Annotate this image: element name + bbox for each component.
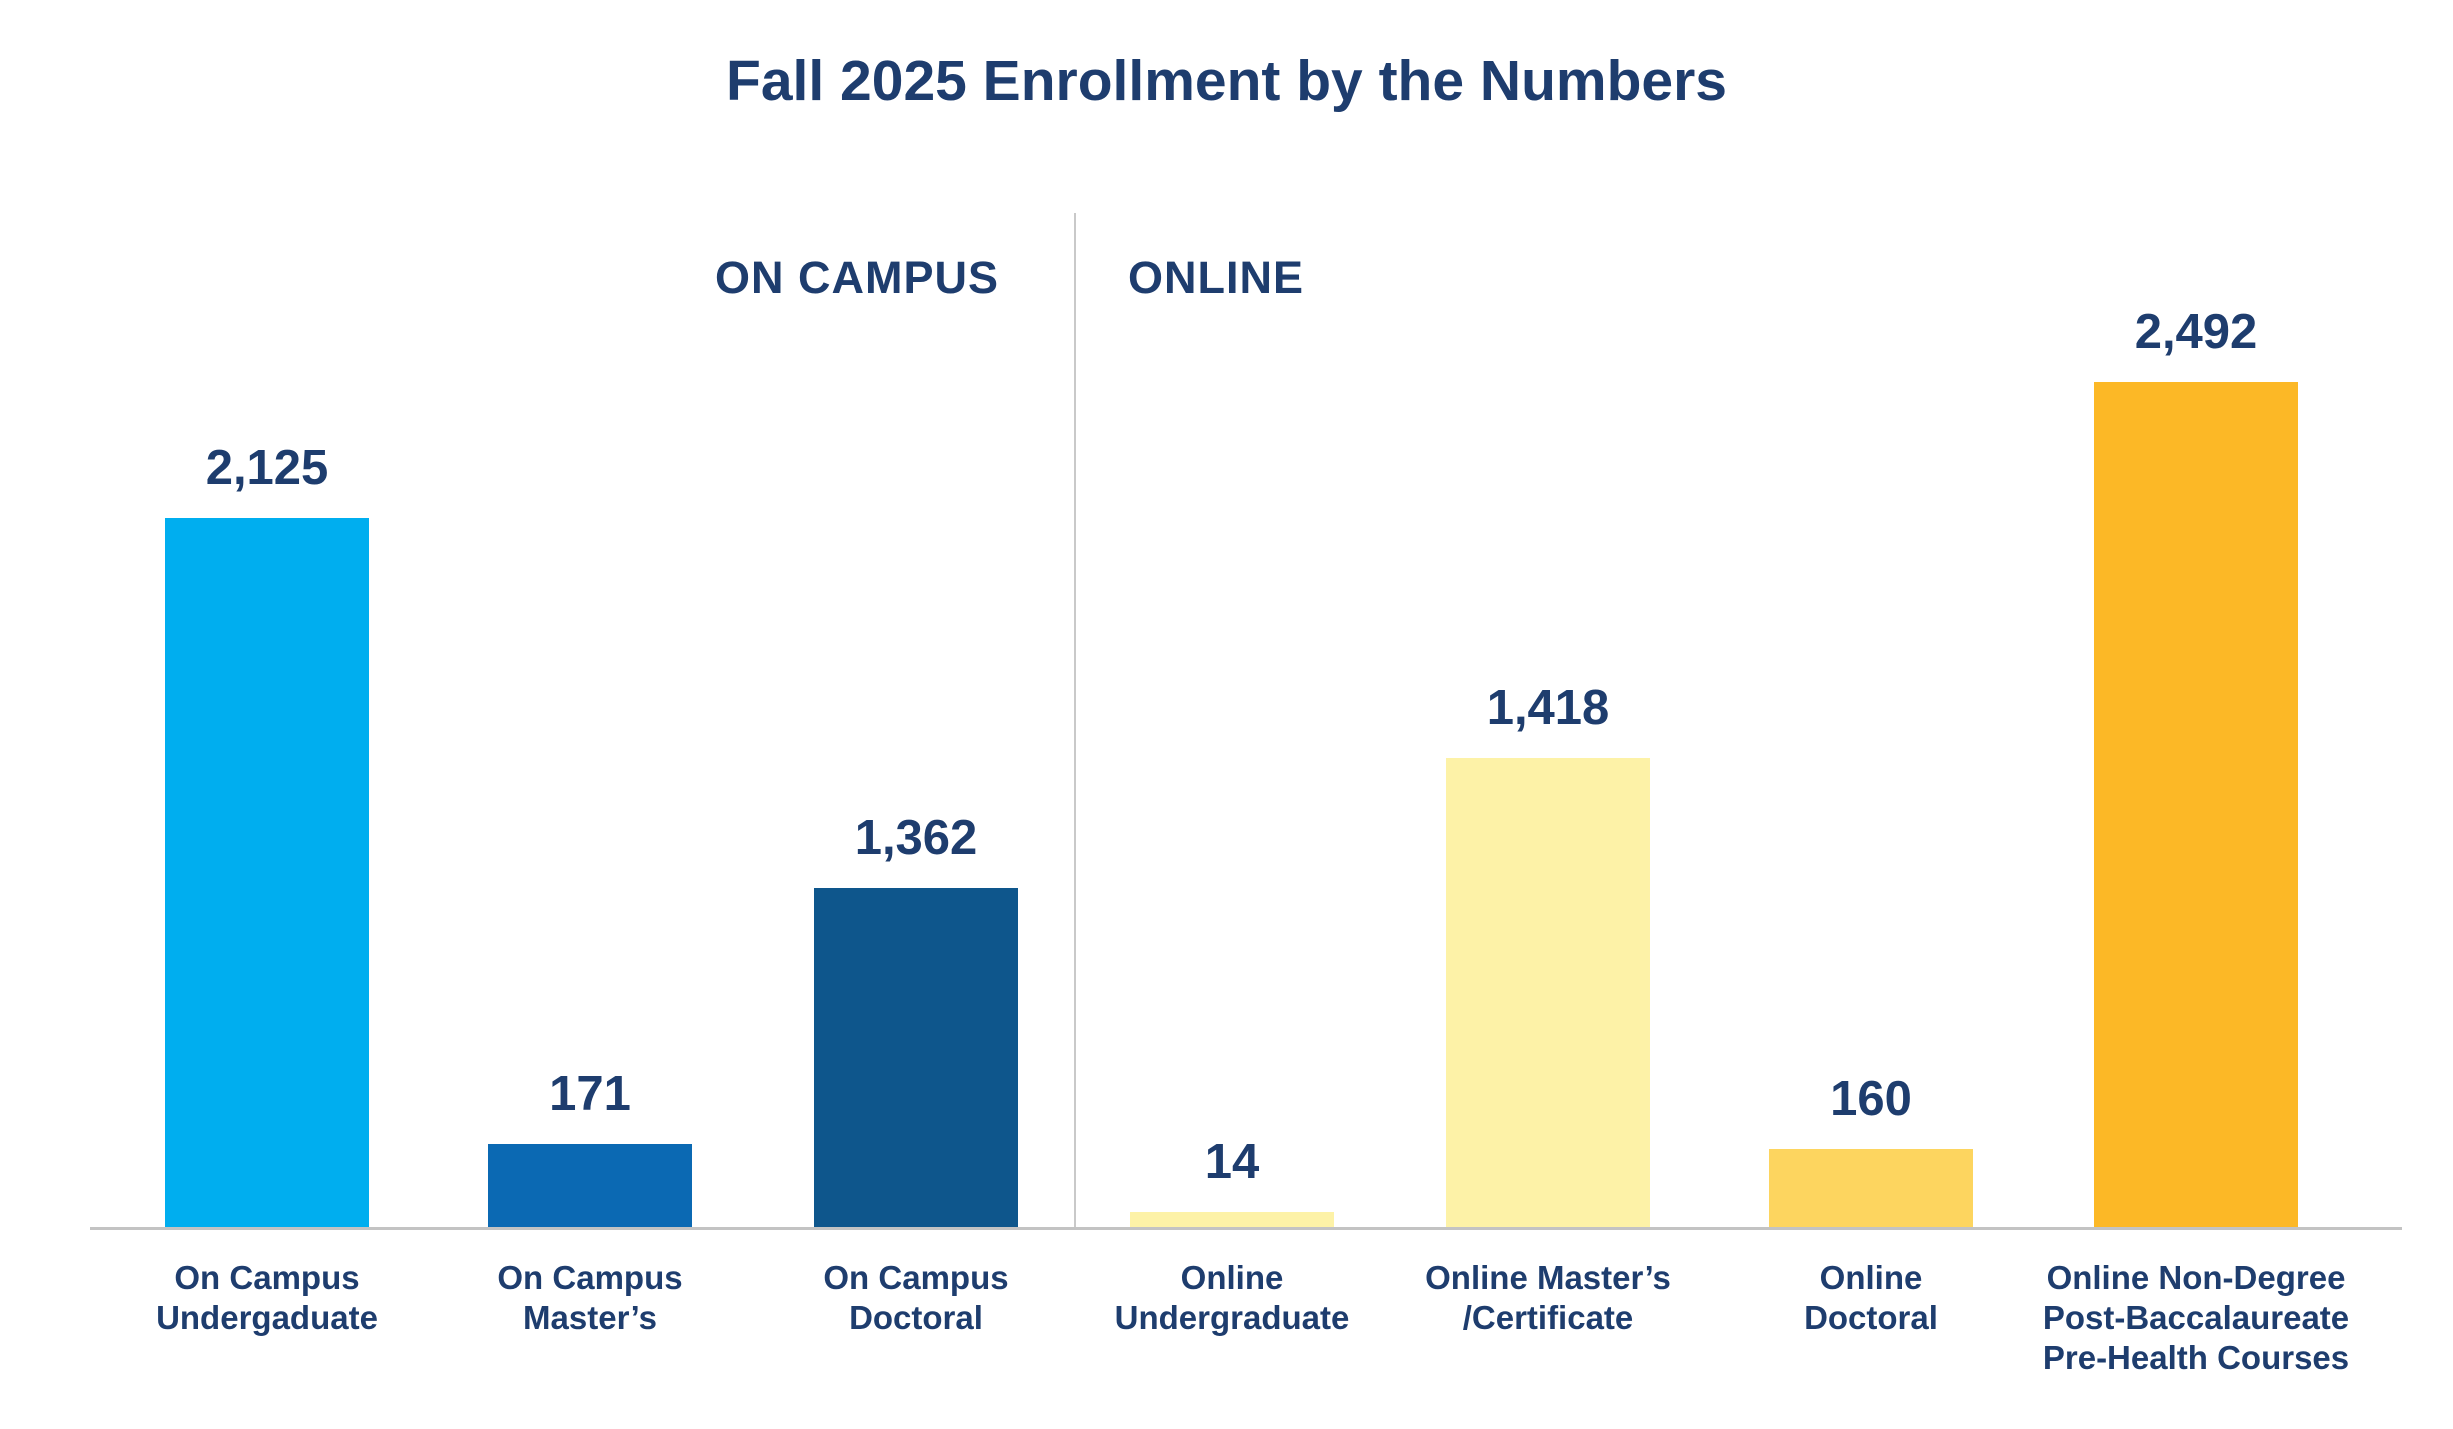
bar-value-online-non-degree-post-bacc-pre-health: 2,492 [2134,305,2258,359]
bar-label-on-campus-doctoral: On Campus Doctoral [706,1258,1126,1338]
bar-label-line: Online Non-Degree [2046,1259,2346,1296]
bar-label-line: On Campus [174,1259,360,1296]
bar-label-online-non-degree-post-bacc-pre-health: Online Non-Degree Post-Baccalaureate Pre-H… [1986,1258,2406,1378]
bar-value-on-campus-doctoral: 1,362 [854,811,978,865]
section-header-on-campus: ON CAMPUS [715,252,1000,303]
bar-label-line: Online [1819,1259,1923,1296]
bar-label-online-undergraduate: Online Undergraduate [1022,1258,1442,1338]
bar-value-online-doctoral: 160 [1830,1072,1912,1126]
bar-label-online-masters-certificate: Online Master’s/Certificate [1338,1258,1758,1338]
bar-value-online-masters-certificate: 1,418 [1486,681,1610,735]
bar-label-line: Doctoral [849,1299,983,1336]
bar-label-line: On Campus [497,1259,683,1296]
bar-online-undergraduate [1130,1212,1334,1227]
bar-value-online-undergraduate: 14 [1204,1135,1260,1189]
section-divider-line [1074,213,1076,1228]
chart-title: Fall 2025 Enrollment by the Numbers [726,49,1727,113]
bar-label-online-doctoral: Online Doctoral [1661,1258,2081,1338]
bar-online-non-degree-post-bacc-pre-health [2094,382,2298,1227]
bar-label-line: Online Master’s [1425,1259,1671,1296]
bar-label-line: Post-Baccalaureate [2042,1299,2350,1336]
bar-value-on-campus-masters: 171 [549,1067,631,1121]
bar-label-on-campus-undergraduate: On Campus Undergaduate [57,1258,477,1338]
bar-label-line: Online [1180,1259,1284,1296]
bar-on-campus-masters [488,1144,692,1227]
bar-label-on-campus-masters: On Campus Master’s [380,1258,800,1338]
section-header-online: ONLINE [1128,252,1305,303]
bar-online-doctoral [1769,1149,1973,1227]
bar-value-on-campus-undergraduate: 2,125 [205,441,329,495]
bar-on-campus-doctoral [814,888,1018,1227]
bar-label-line: Master’s [523,1299,657,1336]
bar-label-line: Doctoral [1804,1299,1938,1336]
bar-on-campus-undergraduate [165,518,369,1227]
bar-label-line: Undergraduate [1114,1299,1350,1336]
x-axis-line [90,1227,2402,1230]
bar-label-line: Pre-Health Courses [2042,1339,2350,1376]
bar-label-line: On Campus [823,1259,1009,1296]
bar-label-line: Undergaduate [156,1299,378,1336]
bar-label-line: /Certificate [1462,1299,1634,1336]
bar-online-masters-certificate [1446,758,1650,1227]
